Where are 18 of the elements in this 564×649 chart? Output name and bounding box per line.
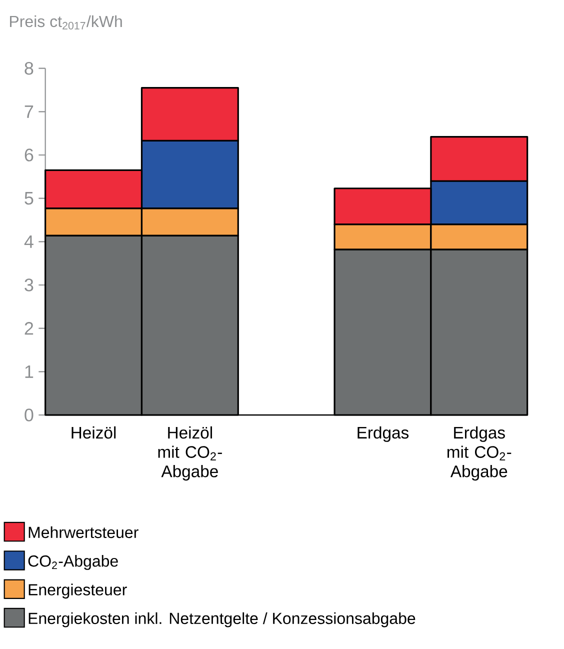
- y-tick-label: 2: [24, 322, 34, 335]
- legend-label: Energiekosten inkl. Netzentgelte / Konzessionsabgabe: [28, 612, 416, 628]
- y-tick-label: 4: [24, 235, 34, 248]
- y-tick-label: 5: [24, 192, 34, 205]
- y-tick-label: 3: [24, 278, 34, 292]
- x-tick-label: Heizöl: [72, 426, 116, 439]
- legend-label: Energiesteuer: [28, 584, 127, 599]
- x-tick-label: Erdgas mit CO$_{2}$-Abgabe: [448, 426, 512, 481]
- legend-label: Mehrwertsteuer: [28, 526, 138, 538]
- y-axis-title: Preis ct$_{2017}$/kWh: [10, 15, 122, 30]
- legend-label: CO$_{2}$-Abgabe: [28, 555, 118, 570]
- y-tick-label: 7: [24, 105, 34, 118]
- y-tick-label: 0: [24, 408, 34, 422]
- y-tick-label: 8: [24, 62, 34, 75]
- x-tick-label: Erdgas: [358, 426, 409, 442]
- x-tick-label: Heizöl mit CO$_{2}$-Abgabe: [158, 426, 222, 481]
- y-tick-label: 1: [25, 365, 34, 378]
- y-tick-label: 6: [24, 148, 34, 162]
